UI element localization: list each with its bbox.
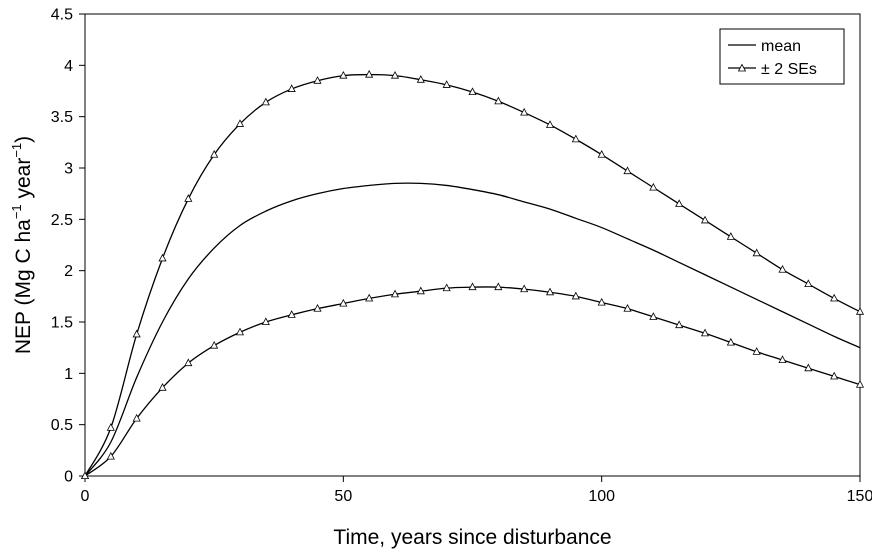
data-point-triangle — [597, 149, 606, 158]
data-point-triangle — [649, 312, 658, 320]
data-point-triangle — [365, 69, 374, 78]
data-point-triangle — [468, 87, 477, 96]
data-point-triangle — [261, 97, 270, 106]
y-axis-label-part: −1 — [9, 204, 24, 219]
data-point-triangle — [752, 347, 761, 355]
series-2 — [80, 282, 865, 479]
data-point-triangle — [235, 327, 245, 336]
data-point-triangle — [675, 199, 684, 207]
data-point-triangle — [804, 363, 813, 372]
y-axis-label-part: ) — [12, 136, 35, 143]
data-point-triangle — [390, 289, 400, 298]
data-point-triangle — [752, 248, 761, 257]
data-point-triangle — [313, 76, 322, 84]
x-tick-label: 50 — [334, 488, 352, 505]
data-point-triangle — [778, 355, 787, 363]
data-point-triangle — [545, 287, 555, 296]
data-point-triangle — [494, 282, 503, 291]
x-tick-label: 100 — [588, 488, 615, 505]
x-axis: 0 50 100 150 — [81, 476, 872, 505]
data-point-triangle — [623, 166, 632, 175]
data-point-triangle — [416, 286, 425, 295]
y-tick-label: 3 — [64, 161, 73, 178]
data-point-triangle — [210, 149, 219, 158]
y-tick-label: 2 — [64, 263, 73, 280]
data-point-triangle — [520, 284, 529, 293]
legend: mean ± 2 SEs — [719, 28, 845, 85]
data-point-triangle — [132, 329, 141, 338]
data-point-triangle — [442, 80, 451, 88]
x-axis-label: Time, years since disturbance — [333, 526, 611, 549]
y-axis: 0 0.5 1 1.5 2 2.5 3 3.5 4 4.5 — [51, 7, 85, 486]
data-point-triangle — [416, 75, 425, 83]
y-tick-label: 2.5 — [51, 212, 73, 229]
data-point-triangle — [675, 320, 684, 329]
data-point-triangle — [313, 303, 322, 312]
data-point-triangle — [597, 297, 606, 306]
data-point-triangle — [571, 134, 580, 143]
series-layer — [80, 69, 865, 479]
data-point-triangle — [623, 303, 632, 312]
data-point-triangle — [649, 182, 658, 191]
series-0 — [84, 182, 861, 477]
series-line — [84, 182, 861, 477]
data-point-triangle — [726, 232, 735, 240]
data-point-triangle — [390, 70, 400, 79]
data-point-triangle — [442, 283, 451, 292]
y-tick-label: 1 — [64, 366, 73, 383]
data-point-triangle — [80, 471, 90, 479]
y-axis-label-part: NEP (Mg C ha — [12, 219, 35, 354]
data-point-triangle — [106, 423, 115, 431]
x-tick-label: 150 — [847, 488, 872, 505]
data-point-triangle — [339, 298, 348, 307]
data-point-triangle — [365, 293, 374, 302]
data-point-triangle — [778, 264, 787, 273]
data-point-triangle — [261, 317, 270, 325]
data-point-triangle — [855, 379, 865, 388]
data-point-triangle — [132, 413, 141, 422]
data-point-triangle — [235, 119, 245, 127]
data-point-triangle — [494, 96, 503, 105]
y-axis-label-part: −1 — [9, 143, 24, 158]
series-1 — [80, 69, 865, 479]
data-point-triangle — [571, 291, 580, 300]
data-point-triangle — [158, 253, 167, 262]
data-point-triangle — [700, 328, 710, 337]
y-tick-label: 4 — [64, 58, 73, 75]
x-tick-label: 0 — [81, 488, 90, 505]
y-tick-label: 0.5 — [51, 417, 73, 434]
data-point-triangle — [106, 451, 115, 460]
legend-swatch-se-marker — [737, 63, 747, 72]
y-tick-label: 0 — [64, 469, 73, 486]
data-point-triangle — [726, 337, 735, 346]
y-tick-label: 4.5 — [51, 7, 73, 24]
data-point-triangle — [184, 194, 193, 202]
data-point-triangle — [158, 383, 167, 391]
data-point-triangle — [210, 340, 219, 349]
legend-label-se: ± 2 SEs — [761, 61, 817, 78]
data-point-triangle — [830, 293, 839, 302]
legend-box — [719, 28, 845, 85]
y-axis-label: NEP (Mg C ha−1 year−1) — [9, 136, 35, 354]
data-point-triangle — [287, 84, 296, 92]
data-point-triangle — [468, 282, 477, 291]
data-point-triangle — [855, 307, 865, 315]
data-point-triangle — [545, 120, 555, 128]
legend-label-mean: mean — [761, 38, 801, 55]
y-tick-label: 3.5 — [51, 109, 73, 126]
data-point-triangle — [520, 107, 529, 116]
y-axis-label-part: year — [12, 158, 35, 205]
data-point-triangle — [700, 215, 710, 224]
data-point-triangle — [804, 279, 813, 288]
data-point-triangle — [184, 358, 193, 367]
y-tick-label: 1.5 — [51, 315, 73, 332]
data-point-triangle — [830, 371, 839, 380]
data-point-triangle — [287, 310, 296, 318]
data-point-triangle — [339, 70, 348, 79]
